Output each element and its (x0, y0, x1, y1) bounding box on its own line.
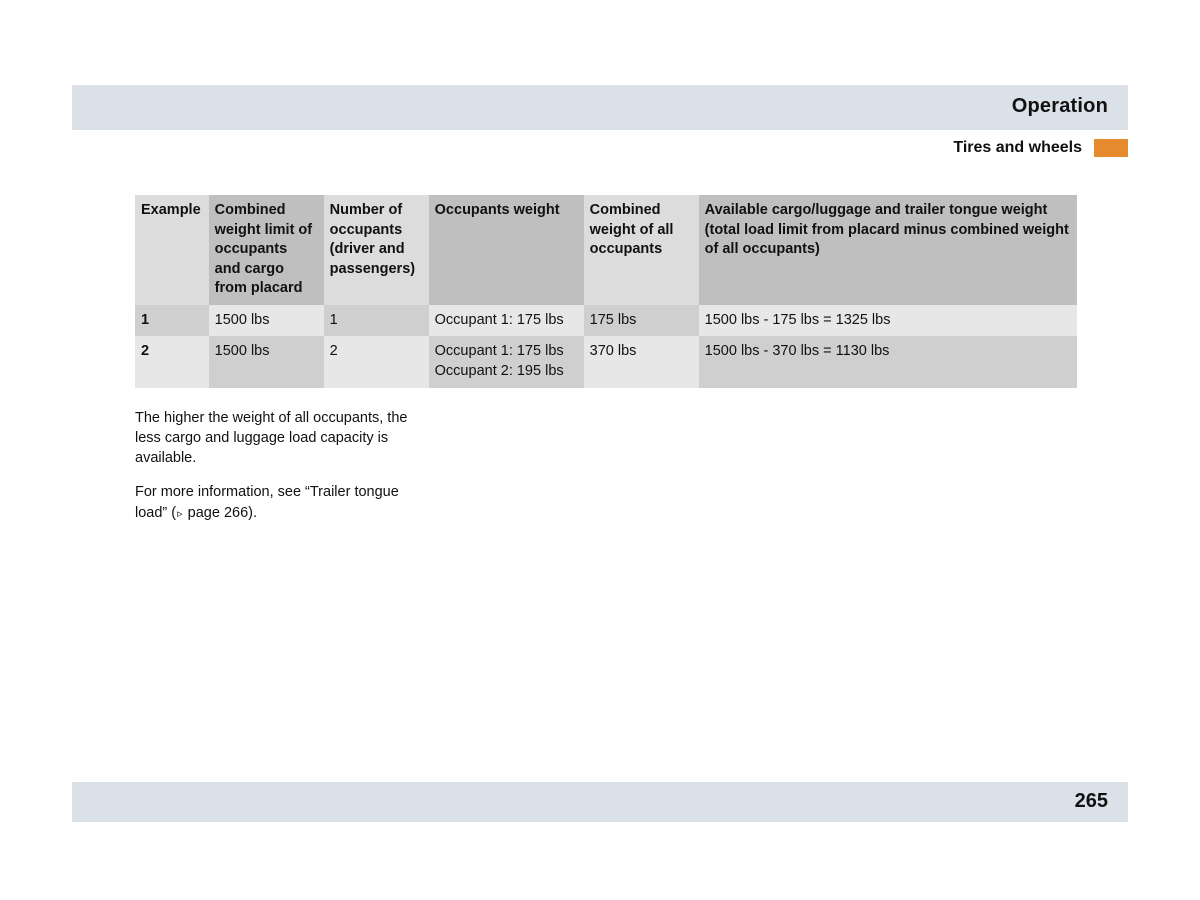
table-header-row: Example Combined weight limit of occupan… (135, 195, 1077, 305)
table-row: 1 1500 lbs 1 Occupant 1: 175 lbs 175 lbs… (135, 305, 1077, 337)
cell-num: 1 (324, 305, 429, 337)
paragraph: The higher the weight of all occupants, … (135, 408, 435, 469)
cell-example: 2 (135, 336, 209, 387)
content-area: Example Combined weight limit of occupan… (135, 195, 1077, 537)
cell-available: 1500 lbs - 175 lbs = 1325 lbs (699, 305, 1077, 337)
page-ref: page 266 (188, 505, 248, 521)
cell-combined: 370 lbs (584, 336, 699, 387)
cell-limit: 1500 lbs (209, 336, 324, 387)
cell-num: 2 (324, 336, 429, 387)
table-row: 2 1500 lbs 2 Occupant 1: 175 lbsOccupant… (135, 336, 1077, 387)
header-band: Operation (72, 85, 1128, 130)
col-occw: Occupants weight (429, 195, 584, 305)
text: For more information, see “Trailer tongu… (135, 484, 399, 520)
text: ). (248, 505, 257, 521)
right-triangle-icon: ▹ (176, 507, 184, 522)
col-available: Available cargo/luggage and trailer tong… (699, 195, 1077, 305)
col-example: Example (135, 195, 209, 305)
body-text: The higher the weight of all occupants, … (135, 408, 435, 523)
page-number: 265 (1075, 790, 1108, 813)
col-combined: Combined weight of all occupants (584, 195, 699, 305)
thumb-tab (1094, 139, 1128, 157)
subheader-row: Tires and wheels (72, 136, 1128, 160)
cell-occw: Occupant 1: 175 lbs (429, 305, 584, 337)
cell-available: 1500 lbs - 370 lbs = 1130 lbs (699, 336, 1077, 387)
cell-example: 1 (135, 305, 209, 337)
cell-occw: Occupant 1: 175 lbsOccupant 2: 195 lbs (429, 336, 584, 387)
section-title: Operation (1012, 95, 1108, 118)
col-num: Number of occupants (driver and passenge… (324, 195, 429, 305)
cell-limit: 1500 lbs (209, 305, 324, 337)
col-limit: Combined weight limit of occupants and c… (209, 195, 324, 305)
paragraph: For more information, see “Trailer tongu… (135, 482, 435, 523)
load-capacity-table: Example Combined weight limit of occupan… (135, 195, 1077, 388)
section-subtitle: Tires and wheels (953, 139, 1090, 157)
footer-band: 265 (72, 782, 1128, 822)
cell-combined: 175 lbs (584, 305, 699, 337)
